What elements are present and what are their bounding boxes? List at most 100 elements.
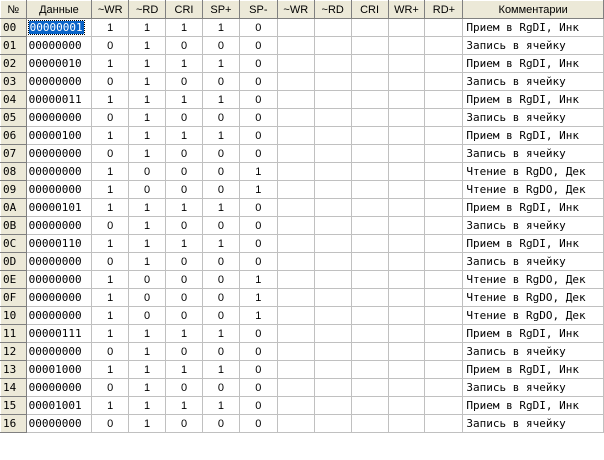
cell-sp-minus[interactable]: 0 (239, 414, 278, 433)
cell-sp-plus[interactable]: 1 (202, 54, 240, 73)
cell-rd-plus[interactable] (424, 252, 464, 271)
cell-not-wr-2[interactable] (277, 54, 315, 73)
cell-rd-plus[interactable] (424, 162, 464, 181)
cell-wr-plus[interactable] (388, 234, 426, 253)
cell-not-wr-2[interactable] (277, 360, 315, 379)
column-header-comments[interactable]: Комментарии (462, 0, 604, 19)
cell-not-wr[interactable]: 1 (91, 360, 130, 379)
cell-not-wr-2[interactable] (277, 270, 315, 289)
cell-not-rd[interactable]: 0 (128, 288, 167, 307)
cell-sp-minus[interactable]: 1 (239, 180, 278, 199)
row-number[interactable]: 08 (0, 162, 27, 181)
row-number[interactable]: 15 (0, 396, 27, 415)
cell-rd-plus[interactable] (424, 180, 464, 199)
cell-not-rd-2[interactable] (314, 306, 352, 325)
data-cell[interactable]: 00000000 (26, 270, 93, 289)
row-number[interactable]: 0C (0, 234, 27, 253)
table-row[interactable]: 06 00000100 1 1 1 1 0 Прием в RgDI, Инк (0, 126, 604, 145)
cell-not-wr[interactable]: 1 (91, 234, 130, 253)
cell-sp-plus[interactable]: 0 (202, 144, 240, 163)
table-row[interactable]: 0D 00000000 0 1 0 0 0 Запись в ячейку (0, 252, 604, 271)
cell-cri-2[interactable] (351, 54, 389, 73)
cell-wr-plus[interactable] (388, 144, 426, 163)
cell-not-wr-2[interactable] (277, 198, 315, 217)
cell-cri-2[interactable] (351, 162, 389, 181)
cell-not-wr-2[interactable] (277, 108, 315, 127)
cell-cri[interactable]: 0 (165, 270, 203, 289)
cell-cri[interactable]: 0 (165, 288, 203, 307)
cell-wr-plus[interactable] (388, 180, 426, 199)
cell-not-rd-2[interactable] (314, 378, 352, 397)
data-cell[interactable]: 00000111 (26, 324, 93, 343)
cell-rd-plus[interactable] (424, 36, 464, 55)
column-header-not-wr-2[interactable]: ~WR (276, 0, 315, 19)
column-header-rd-plus[interactable]: RD+ (424, 0, 464, 19)
cell-rd-plus[interactable] (424, 216, 464, 235)
cell-rd-plus[interactable] (424, 324, 464, 343)
comment-cell[interactable]: Запись в ячейку (462, 378, 604, 397)
comment-cell[interactable]: Запись в ячейку (462, 252, 604, 271)
cell-cri-2[interactable] (351, 216, 389, 235)
comment-cell[interactable]: Запись в ячейку (462, 144, 604, 163)
cell-sp-minus[interactable]: 1 (239, 270, 278, 289)
data-cell[interactable]: 00000100 (26, 126, 93, 145)
comment-cell[interactable]: Запись в ячейку (462, 36, 604, 55)
cell-not-rd[interactable]: 1 (128, 252, 167, 271)
column-header-data[interactable]: Данные (25, 0, 93, 19)
data-cell[interactable]: 00000000 (26, 288, 93, 307)
table-row[interactable]: 10 00000000 1 0 0 0 1 Чтение в RgDO, Дек (0, 306, 604, 325)
cell-cri-2[interactable] (351, 108, 389, 127)
cell-sp-plus[interactable]: 0 (202, 288, 240, 307)
cell-wr-plus[interactable] (388, 108, 426, 127)
cell-cri[interactable]: 0 (165, 414, 203, 433)
cell-not-wr[interactable]: 0 (91, 252, 130, 271)
cell-sp-minus[interactable]: 0 (239, 360, 278, 379)
cell-not-rd-2[interactable] (314, 396, 352, 415)
cell-not-wr-2[interactable] (277, 324, 315, 343)
cell-sp-plus[interactable]: 0 (202, 414, 240, 433)
cell-not-wr[interactable]: 1 (91, 162, 130, 181)
cell-sp-minus[interactable]: 0 (239, 36, 278, 55)
cell-not-rd-2[interactable] (314, 36, 352, 55)
cell-not-wr-2[interactable] (277, 162, 315, 181)
cell-sp-plus[interactable]: 1 (202, 324, 240, 343)
cell-wr-plus[interactable] (388, 216, 426, 235)
cell-sp-plus[interactable]: 1 (202, 396, 240, 415)
cell-not-wr[interactable]: 1 (91, 90, 130, 109)
cell-sp-plus[interactable]: 0 (202, 72, 240, 91)
cell-wr-plus[interactable] (388, 72, 426, 91)
cell-cri[interactable]: 1 (165, 126, 203, 145)
cell-not-wr[interactable]: 1 (91, 396, 130, 415)
cell-cri-2[interactable] (351, 18, 389, 37)
cell-wr-plus[interactable] (388, 162, 426, 181)
cell-rd-plus[interactable] (424, 396, 464, 415)
cell-not-wr-2[interactable] (277, 144, 315, 163)
cell-cri[interactable]: 1 (165, 198, 203, 217)
cell-sp-minus[interactable]: 1 (239, 306, 278, 325)
column-header-not-rd[interactable]: ~RD (128, 0, 167, 19)
cell-sp-minus[interactable]: 0 (239, 18, 278, 37)
cell-cri-2[interactable] (351, 288, 389, 307)
data-cell[interactable]: 00000000 (26, 108, 93, 127)
row-number[interactable]: 07 (0, 144, 27, 163)
cell-not-wr[interactable]: 1 (91, 54, 130, 73)
cell-not-wr-2[interactable] (277, 216, 315, 235)
cell-wr-plus[interactable] (388, 342, 426, 361)
data-cell[interactable]: 00000000 (26, 216, 93, 235)
cell-not-wr[interactable]: 0 (91, 414, 130, 433)
data-cell[interactable]: 00000000 (26, 378, 93, 397)
comment-cell[interactable]: Прием в RgDI, Инк (462, 198, 604, 217)
cell-not-rd-2[interactable] (314, 252, 352, 271)
cell-sp-minus[interactable]: 0 (239, 144, 278, 163)
cell-sp-minus[interactable]: 0 (239, 72, 278, 91)
cell-not-wr[interactable]: 1 (91, 198, 130, 217)
cell-cri-2[interactable] (351, 252, 389, 271)
comment-cell[interactable]: Прием в RgDI, Инк (462, 234, 604, 253)
cell-sp-plus[interactable]: 0 (202, 180, 240, 199)
cell-cri-2[interactable] (351, 324, 389, 343)
table-row[interactable]: 07 00000000 0 1 0 0 0 Запись в ячейку (0, 144, 604, 163)
cell-cri[interactable]: 1 (165, 324, 203, 343)
cell-not-wr[interactable]: 1 (91, 324, 130, 343)
row-number[interactable]: 13 (0, 360, 27, 379)
cell-not-rd[interactable]: 1 (128, 72, 167, 91)
